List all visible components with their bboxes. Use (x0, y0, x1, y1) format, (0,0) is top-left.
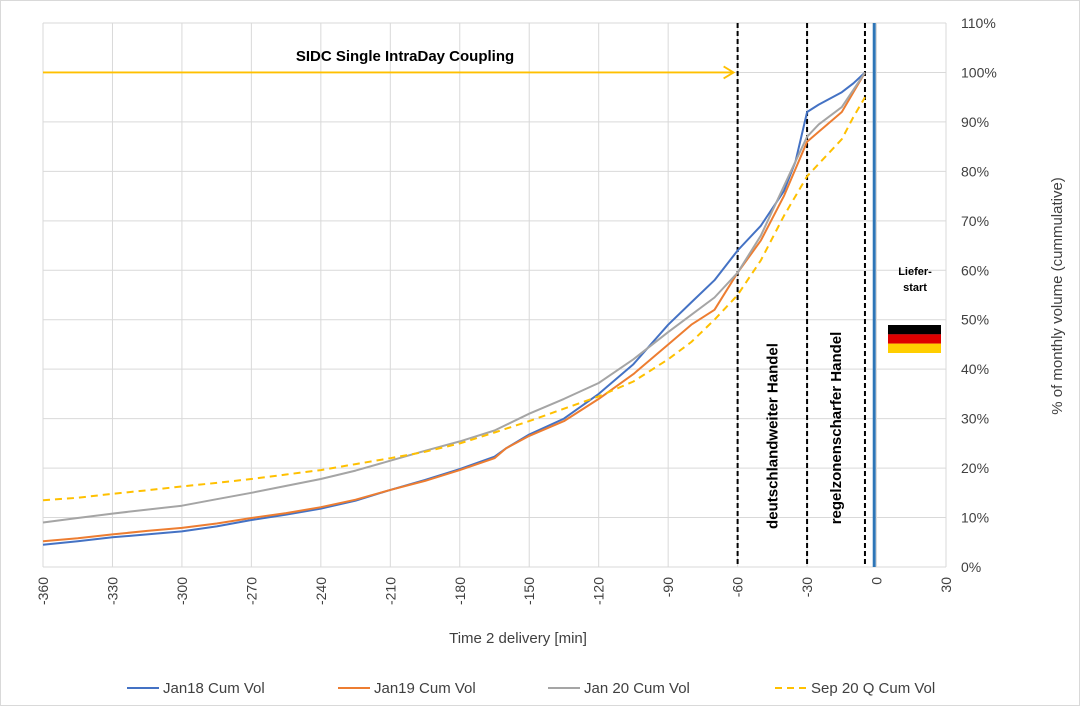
x-tick-label: -90 (660, 577, 676, 597)
y-tick-label: 60% (961, 262, 989, 278)
zone1-label: deutschlandweiter Handel (764, 343, 781, 529)
y-tick-label: 20% (961, 460, 989, 476)
x-tick-label: -270 (243, 577, 259, 605)
y-axis-ticks: 0% 10% 20% 30% 40% 50% 60% 70% 80% 90% 100% 110% (961, 15, 997, 575)
zone2-label: regelzonenscharfer Handel (828, 332, 845, 525)
x-tick-label: -330 (104, 577, 120, 605)
x-tick-label: -240 (313, 577, 329, 605)
series-line (42, 71, 866, 524)
legend-label: Jan19 Cum Vol (374, 680, 476, 697)
delivery-label-line1: Liefer- (898, 266, 932, 278)
series-lines (42, 71, 866, 546)
y-tick-label: 70% (961, 213, 989, 229)
series-line (42, 71, 866, 546)
sidc-arrowhead (723, 65, 736, 80)
flag-stripe (888, 325, 941, 335)
x-tick-label: -60 (730, 577, 746, 597)
x-tick-label: -360 (35, 577, 51, 605)
x-tick-label: -300 (174, 577, 190, 605)
y-tick-label: 80% (961, 163, 989, 179)
y-tick-label: 100% (961, 64, 997, 80)
x-tick-label: -180 (452, 577, 468, 605)
x-tick-label: -150 (521, 577, 537, 605)
y-tick-label: 10% (961, 510, 989, 526)
x-axis-label: Time 2 delivery [min] (449, 630, 587, 647)
legend-label: Jan 20 Cum Vol (584, 680, 690, 697)
gridlines (42, 22, 947, 568)
y-tick-label: 50% (961, 312, 989, 328)
x-tick-label: -210 (382, 577, 398, 605)
flag-stripe (888, 334, 941, 344)
y-tick-label: 110% (961, 15, 996, 31)
vertical-markers (736, 23, 876, 567)
x-tick-label: -120 (591, 577, 607, 605)
legend: Jan18 Cum Vol Jan19 Cum Vol Jan 20 Cum Vol… (127, 680, 935, 697)
x-axis-ticks: -360 -330 -300 -270 -240 -210 -180 -150 -120 -90-… (35, 577, 954, 605)
delivery-label-line2: start (903, 282, 927, 294)
series-line (42, 71, 866, 543)
legend-label: Jan18 Cum Vol (163, 680, 265, 697)
y-tick-label: 90% (961, 114, 989, 130)
flag-stripe (888, 343, 941, 353)
y-tick-label: 40% (961, 361, 989, 377)
legend-label: Sep 20 Q Cum Vol (811, 680, 935, 697)
series-line (42, 96, 866, 502)
german-flag-icon (888, 325, 941, 353)
annotations: SIDC Single IntraDay Coupling deutschlan… (43, 48, 941, 529)
y-axis-label: % of monthly volume (cummulative) (1049, 177, 1066, 415)
x-tick-label: 0 (869, 577, 885, 585)
x-tick-label: -30 (799, 577, 815, 597)
x-tick-label: 30 (938, 577, 954, 593)
y-tick-label: 0% (961, 559, 981, 575)
sidc-label: SIDC Single IntraDay Coupling (296, 48, 514, 65)
y-tick-label: 30% (961, 411, 989, 427)
